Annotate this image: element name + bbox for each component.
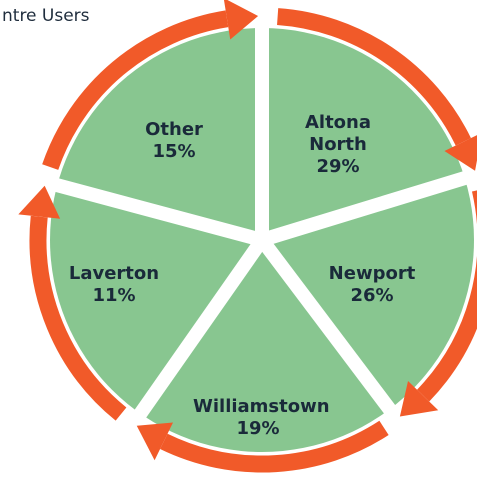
cycle-arrow bbox=[277, 8, 471, 146]
segment-value: 19% bbox=[236, 418, 280, 439]
segment-value: 26% bbox=[350, 285, 394, 306]
cycle-arrow bbox=[417, 190, 477, 402]
segment-gap bbox=[256, 235, 415, 440]
segment-label: Williamstown 19% bbox=[193, 396, 330, 440]
arrow-head bbox=[136, 422, 174, 461]
segment-name: Other bbox=[145, 119, 203, 140]
segment-label: Other 15% bbox=[109, 119, 239, 163]
title: ntre Users bbox=[2, 6, 90, 26]
arrow-head bbox=[399, 381, 439, 417]
segment-label: Laverton 11% bbox=[49, 263, 179, 307]
arrow-head bbox=[444, 135, 477, 171]
segment-gap bbox=[259, 166, 477, 247]
segment-name: Altona North bbox=[304, 112, 372, 155]
segment-value: 15% bbox=[152, 141, 196, 162]
segment-name: Williamstown bbox=[193, 396, 330, 417]
segment-value: 11% bbox=[92, 285, 136, 306]
cycle-arrow bbox=[29, 215, 127, 421]
arrow-head bbox=[18, 185, 61, 219]
cycle-arrow bbox=[160, 420, 389, 473]
segment-label: Newport 26% bbox=[307, 263, 437, 307]
segment-name: Laverton bbox=[68, 263, 160, 284]
segment-label: Altona North 29% bbox=[293, 112, 383, 178]
segment-gap bbox=[24, 170, 264, 247]
arrow-head bbox=[223, 0, 259, 40]
segment-value: 29% bbox=[316, 156, 360, 177]
segment-gap bbox=[116, 235, 268, 444]
cycle-arrow bbox=[42, 10, 229, 170]
segment-name: Newport bbox=[328, 263, 416, 284]
